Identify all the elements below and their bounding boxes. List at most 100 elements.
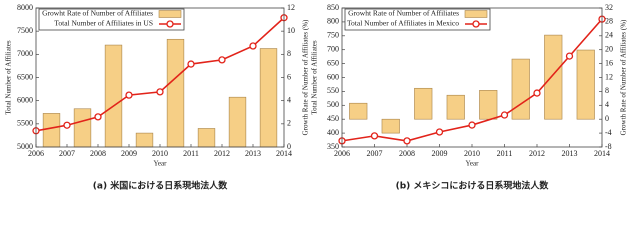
caption: (b) メキシコにおける日系現地法人数 [396,180,550,192]
y-tick-label: 850 [327,3,339,12]
y2-tick-label: 10 [287,26,295,35]
y-tick-label: 450 [327,114,339,123]
line-marker [187,60,195,68]
bar [42,113,61,148]
x-tick-label: 2014 [594,149,610,158]
legend-swatch [472,20,480,28]
line [35,17,285,132]
line-marker [218,56,226,64]
y-tick-label: 8000 [17,3,33,12]
y-tick-label: 6500 [17,72,33,81]
line-marker [435,128,444,136]
y2-tick-label: 0 [605,114,609,123]
y2-tick-label: 24 [605,31,613,40]
x-tick-label: 2010 [464,149,480,158]
legend-swatch [158,10,182,18]
legend-label: Total Number of Affiliates in US [54,19,153,28]
plot-frame [341,7,603,148]
caption: (a) 米国における日系現地法人数 [93,180,228,192]
y-tick-label: 5500 [17,119,33,128]
bar [135,132,154,148]
bar [166,38,185,148]
line-marker [403,137,411,145]
line-marker [63,121,71,129]
line-marker [156,88,164,96]
x-tick-label: 2009 [432,149,448,158]
y2-axis-title: Growth Rate of Number of Affiliates (%) [302,19,310,135]
x-tick-label: 2006 [28,149,44,158]
bar [349,102,368,120]
y-tick-label: 400 [327,128,339,137]
y2-tick-label: 32 [605,3,613,12]
x-axis-title: Year [154,160,168,168]
y-tick-label: 700 [327,45,339,54]
line-marker [468,121,476,129]
y-tick-label: 600 [327,72,339,81]
bar [381,118,400,134]
x-tick-label: 2014 [276,149,292,158]
line-marker [370,132,379,140]
legend-swatch [166,20,174,28]
y-axis-title: Total Number of Affiliates [5,40,13,115]
x-tick-label: 2012 [214,149,230,158]
legend-label: Growht Rate of Number of Affiliates [42,9,153,18]
y2-tick-label: 0 [287,142,291,151]
x-tick-label: 2012 [529,149,545,158]
y2-tick-label: 16 [605,58,613,67]
line-marker [565,52,574,60]
bar [197,128,216,148]
bar [576,49,595,120]
x-tick-label: 2009 [121,149,137,158]
y-tick-label: 7500 [17,26,33,35]
line-marker [94,113,102,121]
legend-box [38,8,185,31]
line-marker [533,89,541,97]
y-tick-label: 350 [327,142,339,151]
plot-frame [35,7,285,148]
y-tick-label: 800 [327,17,339,26]
line-marker [500,111,509,119]
bar [259,48,278,148]
x-tick-label: 2010 [152,149,168,158]
bar [73,108,92,148]
figure: 5000550060006500700075008000024681012200… [5,3,628,192]
bar [104,44,123,148]
legend-label: Growht Rate of Number of Affiliates [348,9,459,18]
y2-tick-label: 4 [605,100,609,109]
y-tick-label: 5000 [17,142,33,151]
legend-box [344,8,491,31]
x-tick-label: 2011 [183,149,199,158]
y2-tick-label: 28 [605,17,613,26]
x-tick-label: 2007 [59,149,75,158]
y2-tick-label: 8 [287,49,291,58]
y2-tick-label: 6 [287,72,291,81]
y-tick-label: 6000 [17,95,33,104]
bar [446,94,465,120]
y2-tick-label: 20 [605,45,613,54]
y2-tick-label: 4 [287,95,291,104]
y-tick-label: 500 [327,100,339,109]
y-axis-title: Total Number of Affiliates [311,40,319,115]
x-tick-label: 2007 [367,149,383,158]
y2-tick-label: 12 [287,3,295,12]
legend-label: Total Number of Affiliates in Mexico [347,19,459,28]
y2-tick-label: 12 [605,72,613,81]
x-tick-label: 2013 [562,149,578,158]
bar [544,34,563,120]
y-tick-label: 550 [327,86,339,95]
x-axis-title: Year [466,160,480,168]
bar [479,90,498,120]
bar [511,58,530,120]
y2-tick-label: 8 [605,86,609,95]
y-tick-label: 750 [327,31,339,40]
y2-tick-label: -8 [605,142,612,151]
y2-axis-title: Growth Rate of Number of Affiliates (%) [620,19,628,135]
bar [414,87,433,120]
line-marker [125,91,133,99]
x-tick-label: 2008 [90,149,106,158]
y-tick-label: 650 [327,58,339,67]
y-tick-label: 7000 [17,49,33,58]
x-tick-label: 2013 [245,149,261,158]
legend-swatch [464,10,488,18]
bar [228,96,247,148]
